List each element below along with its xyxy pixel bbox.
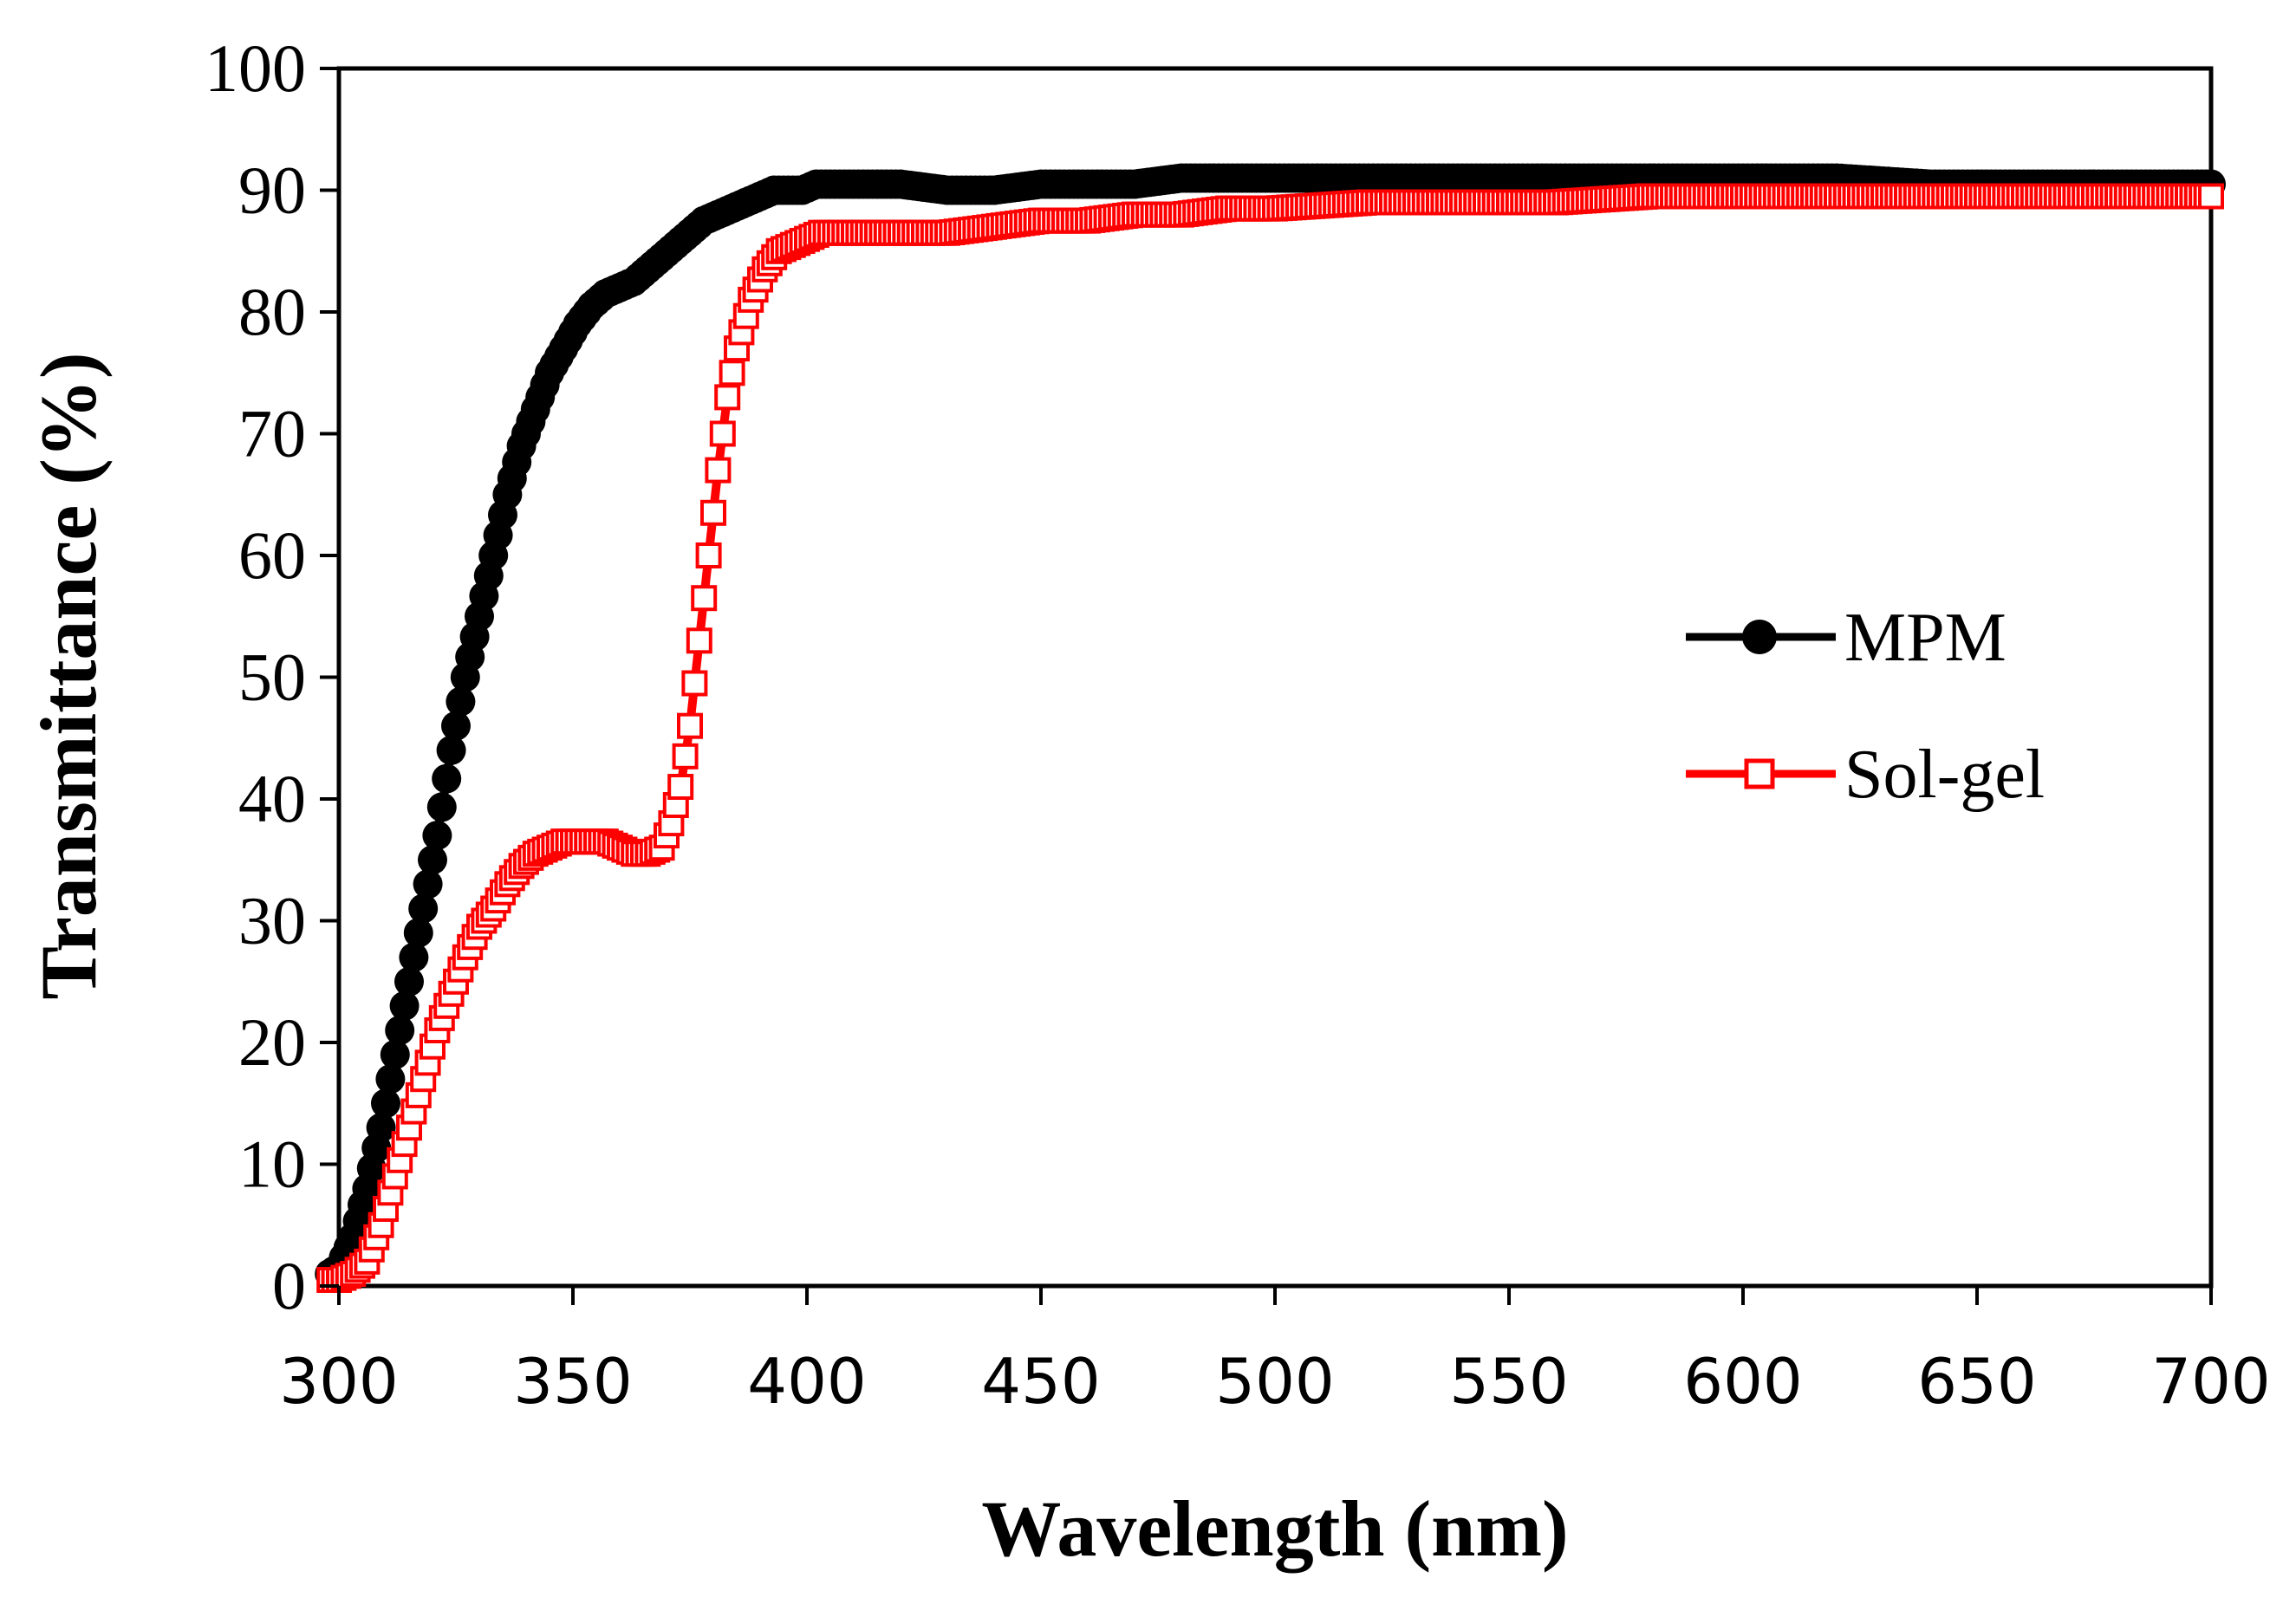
legend-label-mpm: MPM xyxy=(1844,600,2007,676)
data-point xyxy=(436,735,466,765)
data-point xyxy=(418,845,447,875)
x-tick-label: 300 xyxy=(279,1345,398,1418)
x-tick-label: 350 xyxy=(513,1345,632,1418)
y-tick-label: 40 xyxy=(238,761,306,836)
data-point xyxy=(686,627,712,654)
y-axis: 0 10 20 30 40 50 60 70 80 90 100 xyxy=(205,30,339,1323)
y-tick-label: 30 xyxy=(238,883,306,958)
data-point xyxy=(385,1016,415,1045)
data-point xyxy=(413,869,443,899)
data-point xyxy=(672,743,699,770)
series-mpm xyxy=(315,163,2226,1289)
data-point xyxy=(681,670,708,697)
plot-frame xyxy=(336,66,2214,1289)
y-tick-label: 0 xyxy=(272,1248,306,1323)
y-tick-label: 60 xyxy=(238,517,306,593)
data-point xyxy=(695,542,722,568)
data-point xyxy=(446,686,476,717)
x-tick-label: 650 xyxy=(1917,1345,2036,1418)
x-tick-label: 600 xyxy=(1683,1345,1802,1418)
x-axis-title: Wavelength (nm) xyxy=(981,1484,1568,1573)
y-tick-label: 70 xyxy=(238,396,306,471)
legend: MPM Sol-gel xyxy=(1686,600,2045,813)
series-sol-gel xyxy=(316,183,2224,1293)
x-tick-label: 500 xyxy=(1215,1345,1334,1418)
data-point xyxy=(380,1040,410,1069)
y-tick-label: 80 xyxy=(238,274,306,349)
series-line xyxy=(327,173,2211,1278)
data-point xyxy=(403,918,433,948)
data-point xyxy=(389,990,420,1021)
data-point xyxy=(399,942,429,972)
x-tick-label: 550 xyxy=(1449,1345,1568,1418)
x-tick-label: 400 xyxy=(747,1345,866,1418)
x-tick-label: 700 xyxy=(2151,1345,2270,1418)
data-point xyxy=(371,1088,400,1119)
legend-entry-sol-gel: Sol-gel xyxy=(1686,737,2045,813)
data-point xyxy=(394,966,424,997)
y-tick-label: 100 xyxy=(205,30,306,106)
legend-entry-mpm: MPM xyxy=(1686,600,2007,676)
series-group xyxy=(315,163,2226,1293)
x-tick-label: 450 xyxy=(981,1345,1100,1418)
data-point xyxy=(700,499,726,526)
data-point xyxy=(366,1113,396,1143)
data-point xyxy=(677,712,703,739)
data-point xyxy=(719,360,745,386)
data-point xyxy=(432,763,462,794)
y-tick-label: 50 xyxy=(238,640,306,715)
data-point xyxy=(441,711,471,741)
y-tick-label: 90 xyxy=(238,153,306,228)
data-point xyxy=(709,420,736,447)
data-point xyxy=(705,457,732,484)
y-tick-label: 20 xyxy=(238,1004,306,1080)
data-point xyxy=(2198,183,2224,210)
y-tick-label: 10 xyxy=(238,1127,306,1202)
data-point xyxy=(714,384,741,411)
y-axis-title: Transmittance (%) xyxy=(24,353,113,1000)
data-point xyxy=(375,1064,406,1094)
data-point xyxy=(408,893,439,924)
legend-label-sol-gel: Sol-gel xyxy=(1844,737,2045,813)
x-axis: 300 350 400 450 500 550 600 650 700 xyxy=(279,1286,2271,1418)
data-point xyxy=(426,792,457,822)
data-point xyxy=(422,821,452,851)
data-point xyxy=(691,585,718,612)
data-point xyxy=(667,774,694,800)
